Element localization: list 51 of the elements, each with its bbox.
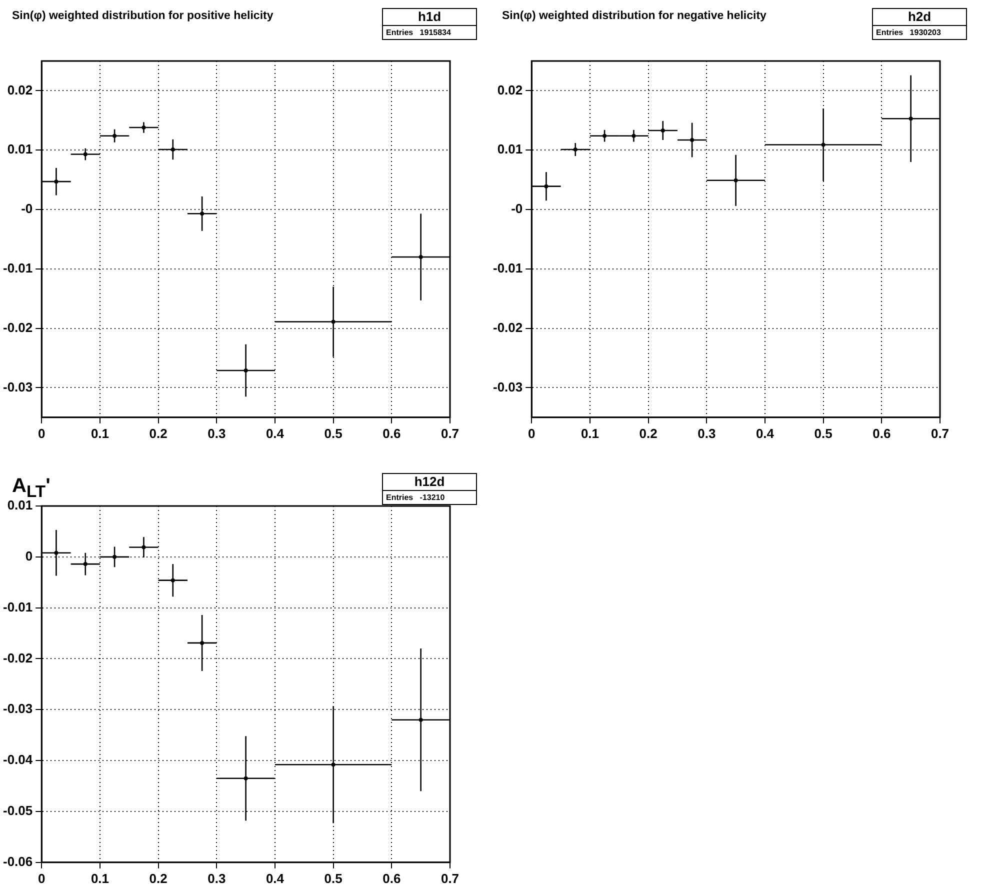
chart-title: Sin(φ) weighted distribution for positive helicity xyxy=(12,10,274,22)
x-tick-label: 0.6 xyxy=(872,426,891,441)
x-tick-label: 0.4 xyxy=(756,426,775,441)
x-tick-label: 0.7 xyxy=(440,426,460,441)
y-tick-label: 0.01 xyxy=(7,142,33,157)
y-tick-label: -0.02 xyxy=(2,320,33,335)
x-tick-label: 0.2 xyxy=(639,426,658,441)
x-tick-label: 0.6 xyxy=(382,870,401,886)
text: Entries 1930203 xyxy=(875,27,942,39)
x-tick-label: 0 xyxy=(38,426,46,441)
x-tick-label: 0.2 xyxy=(149,870,168,886)
y-tick-label: -0.03 xyxy=(2,701,33,716)
y-tick-label: -0.05 xyxy=(2,803,33,818)
y-tick-label: -0.02 xyxy=(492,320,523,335)
y-tick-label: 0.01 xyxy=(497,142,523,157)
x-tick-label: 0.4 xyxy=(266,870,285,886)
y-tick-label: 0.02 xyxy=(497,82,523,98)
x-tick-label: 0 xyxy=(38,870,46,886)
y-tick-label: -0 xyxy=(511,201,523,216)
y-tick-label: -0.03 xyxy=(2,379,33,394)
x-tick-label: 0.6 xyxy=(382,426,401,441)
x-tick-label: 0.5 xyxy=(814,426,832,441)
text: h2d xyxy=(873,9,966,26)
text: h12d xyxy=(383,474,476,491)
text: Entries 1915834 xyxy=(385,27,452,39)
y-tick-label: 0.02 xyxy=(7,82,33,98)
x-tick-label: 0.3 xyxy=(698,426,716,441)
x-tick-label: 0.7 xyxy=(930,426,950,441)
x-tick-label: 0.5 xyxy=(324,870,342,886)
x-tick-label: 0.1 xyxy=(90,870,110,886)
y-tick-label: -0.06 xyxy=(2,854,33,869)
x-tick-label: 0.5 xyxy=(324,426,342,441)
x-tick-label: 0.3 xyxy=(208,870,226,886)
y-tick-label: -0.01 xyxy=(492,260,523,276)
x-tick-label: 0.1 xyxy=(580,426,600,441)
y-tick-label: -0 xyxy=(21,201,33,216)
y-tick-label: -0.04 xyxy=(2,752,34,768)
text: Entries -13210 xyxy=(385,492,446,504)
x-tick-label: 0.3 xyxy=(208,426,226,441)
x-tick-label: 0.7 xyxy=(440,870,460,886)
y-tick-label: -0.01 xyxy=(2,599,33,614)
x-tick-label: 0 xyxy=(528,426,536,441)
x-tick-label: 0.2 xyxy=(149,426,168,441)
x-tick-label: 0.1 xyxy=(90,426,110,441)
chart-title: Sin(φ) weighted distribution for negative helicity xyxy=(502,10,766,22)
y-tick-label: -0.02 xyxy=(2,650,33,666)
y-tick-label: -0.03 xyxy=(492,379,523,394)
text: h1d xyxy=(383,9,476,26)
y-tick-label: 0 xyxy=(25,548,33,564)
x-tick-label: 0.4 xyxy=(266,426,285,441)
y-tick-label: -0.01 xyxy=(2,260,33,276)
